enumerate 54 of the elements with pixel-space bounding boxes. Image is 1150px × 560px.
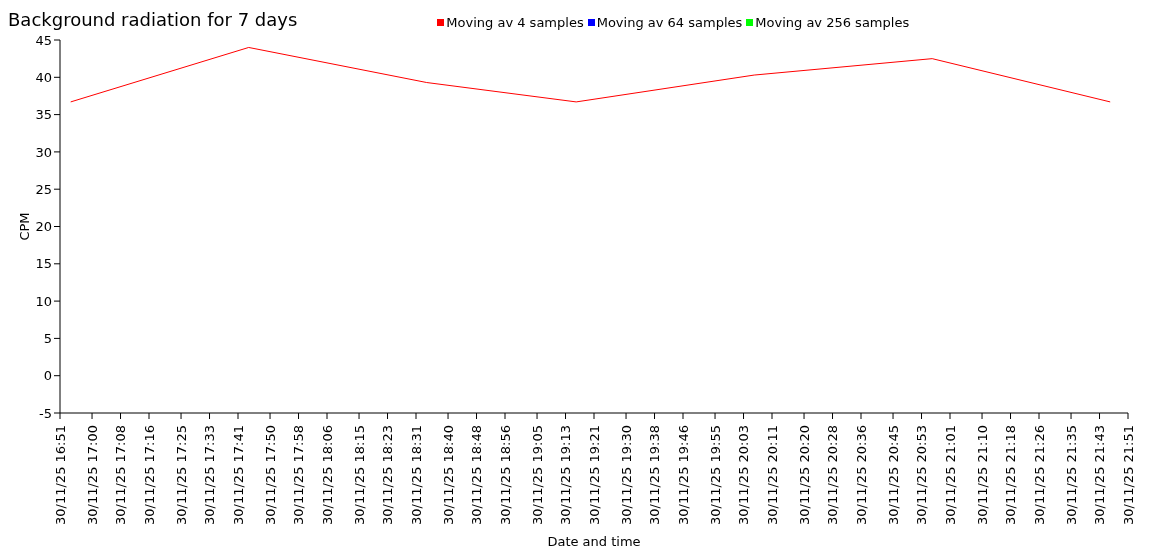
- x-tick-label: 30/11/25 20:11: [764, 425, 780, 525]
- y-tick-label: 35: [35, 107, 52, 123]
- x-tick-label: 30/11/25 18:06: [319, 425, 335, 525]
- x-tick-label: 30/11/25 17:16: [141, 425, 157, 525]
- x-tick-label: 30/11/25 21:18: [1003, 425, 1019, 525]
- x-axis-title: Date and time: [547, 534, 641, 549]
- legend-label: Moving av 256 samples: [755, 15, 910, 30]
- x-tick-label: 30/11/25 17:00: [84, 425, 100, 525]
- y-tick-label: 40: [35, 69, 52, 85]
- x-tick-label: 30/11/25 18:31: [408, 425, 424, 525]
- x-tick-label: 30/11/25 18:15: [351, 425, 367, 525]
- x-tick-label: 30/11/25 21:51: [1120, 425, 1136, 525]
- x-tick-label: 30/11/25 19:46: [675, 425, 691, 525]
- y-tick-label: 5: [43, 331, 52, 347]
- chart-title: Background radiation for 7 days: [8, 9, 298, 30]
- x-tick-label: 30/11/25 18:48: [469, 425, 485, 525]
- x-tick-label: 30/11/25 16:51: [52, 425, 68, 525]
- y-tick-label: -5: [39, 405, 52, 421]
- x-tick-label: 30/11/25 19:55: [707, 425, 723, 525]
- x-tick-label: 30/11/25 18:56: [497, 425, 513, 525]
- x-tick-label: 30/11/25 18:23: [380, 425, 396, 525]
- x-tick-label: 30/11/25 20:03: [736, 425, 752, 525]
- x-tick-label: 30/11/25 17:50: [262, 425, 278, 525]
- x-tick-label: 30/11/25 19:21: [586, 425, 602, 525]
- x-tick-label: 30/11/25 20:45: [885, 425, 901, 525]
- x-tick-label: 30/11/25 17:08: [113, 425, 129, 525]
- x-tick-label: 30/11/25 20:28: [825, 425, 841, 525]
- y-tick-label: 25: [35, 181, 52, 197]
- x-tick-label: 30/11/25 18:40: [440, 425, 456, 525]
- x-tick-label: 30/11/25 21:10: [974, 425, 990, 525]
- x-tick-label: 30/11/25 21:26: [1031, 425, 1047, 525]
- legend-label: Moving av 4 samples: [446, 15, 584, 30]
- x-tick-label: 30/11/25 20:53: [914, 425, 930, 525]
- y-tick-label: 20: [35, 219, 52, 235]
- y-tick-label: 10: [35, 293, 52, 309]
- x-tick-label: 30/11/25 21:43: [1092, 425, 1108, 525]
- y-tick-label: 15: [35, 256, 52, 272]
- x-tick-label: 30/11/25 17:25: [173, 425, 189, 525]
- y-tick-label: 0: [43, 368, 52, 384]
- y-tick-label: 45: [35, 32, 52, 48]
- x-tick-label: 30/11/25 19:38: [647, 425, 663, 525]
- x-tick-label: 30/11/25 19:30: [618, 425, 634, 525]
- y-axis-title: CPM: [16, 212, 32, 241]
- x-tick-label: 30/11/25 20:36: [853, 425, 869, 525]
- x-tick-label: 30/11/25 20:20: [796, 425, 812, 525]
- x-tick-label: 30/11/25 17:33: [202, 425, 218, 525]
- x-tick-label: 30/11/25 17:58: [291, 425, 307, 525]
- x-tick-label: 30/11/25 19:13: [558, 425, 574, 525]
- x-tick-label: 30/11/25 19:05: [529, 425, 545, 525]
- x-tick-label: 30/11/25 17:41: [230, 425, 246, 525]
- y-tick-label: 30: [35, 144, 52, 160]
- x-tick-label: 30/11/25 21:01: [942, 425, 958, 525]
- x-tick-label: 30/11/25 21:35: [1063, 425, 1079, 525]
- legend-label: Moving av 64 samples: [596, 15, 743, 30]
